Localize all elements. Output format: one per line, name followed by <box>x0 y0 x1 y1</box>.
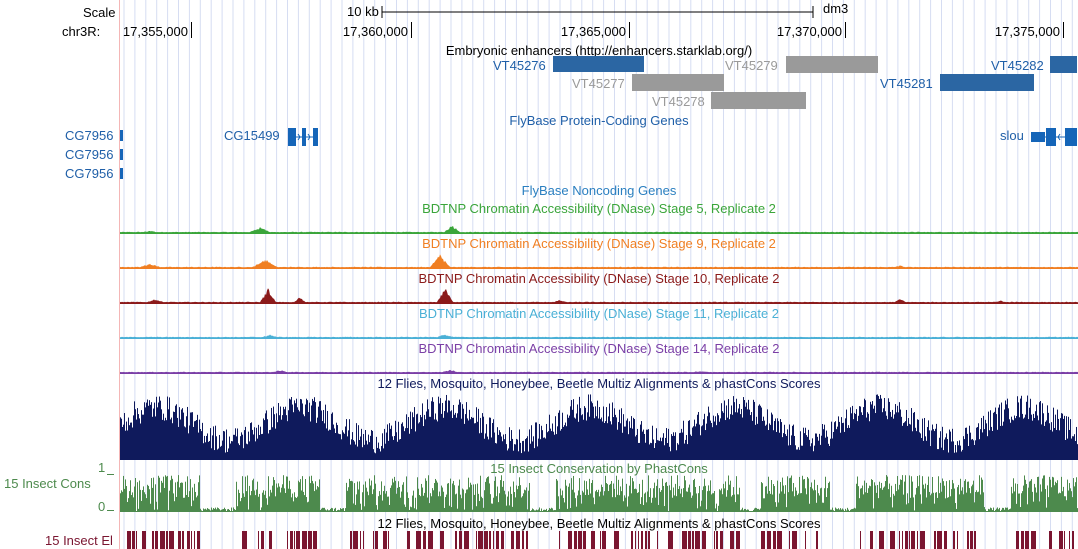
phastcons-signal[interactable] <box>120 474 1078 512</box>
assembly-label: dm3 <box>823 1 849 16</box>
multiz-track-title[interactable]: 12 Flies, Mosquito, Honeybee, Beetle Mul… <box>377 376 821 391</box>
enhancer-vt45278-label[interactable]: VT45278 <box>652 94 705 109</box>
ruler-position-1: 17,355,000 <box>122 24 188 39</box>
enhancer-vt45282[interactable] <box>1050 56 1077 73</box>
ruler-position-4: 17,370,000 <box>776 24 842 39</box>
phastcons-ymin: 0 <box>98 499 106 514</box>
gene-cg7956-feature[interactable] <box>120 168 123 179</box>
dnase-stage5-signal[interactable] <box>120 216 1078 234</box>
dnase-stage5-title[interactable]: BDTNP Chromatin Accessibility (DNase) St… <box>422 201 776 216</box>
gene-cg7956-label[interactable]: CG7956 <box>65 147 114 162</box>
phastcons-track-title[interactable]: 15 Insect Conservation by PhastCons <box>490 461 708 476</box>
dnase-stage14-title[interactable]: BDTNP Chromatin Accessibility (DNase) St… <box>418 341 780 356</box>
elements-track-title[interactable]: 12 Flies, Mosquito, Honeybee, Beetle Mul… <box>377 516 821 531</box>
ruler-tick-5 <box>1063 22 1064 38</box>
enhancers-track-title[interactable]: Embryonic enhancers (http://enhancers.st… <box>445 43 753 58</box>
ruler-tick-3 <box>629 22 630 38</box>
gene-cg7956-label[interactable]: CG7956 <box>65 128 114 143</box>
gene-slou-feature[interactable] <box>1030 127 1078 147</box>
enhancer-vt45282-label[interactable]: VT45282 <box>991 58 1044 73</box>
ruler-tick-4 <box>845 22 846 38</box>
multiz-conservation-signal[interactable] <box>120 392 1078 460</box>
dnase-stage14-signal[interactable] <box>120 356 1078 374</box>
flybase-coding-track-title[interactable]: FlyBase Protein-Coding Genes <box>509 113 689 128</box>
enhancer-vt45276-label[interactable]: VT45276 <box>493 58 546 73</box>
dnase-stage9-signal[interactable] <box>120 251 1078 269</box>
enhancer-vt45277[interactable] <box>632 74 724 91</box>
ruler-tick-2 <box>411 22 412 38</box>
dnase-stage11-title[interactable]: BDTNP Chromatin Accessibility (DNase) St… <box>418 306 780 321</box>
flybase-noncoding-track-title[interactable]: FlyBase Noncoding Genes <box>521 183 677 198</box>
conserved-elements-signal[interactable] <box>120 531 1078 549</box>
ruler-position-2: 17,360,000 <box>342 24 408 39</box>
enhancer-vt45277-label[interactable]: VT45277 <box>572 76 625 91</box>
ruler-position-5: 17,375,000 <box>994 24 1060 39</box>
gene-slou-label[interactable]: slou <box>1000 128 1024 143</box>
dnase-stage9-title[interactable]: BDTNP Chromatin Accessibility (DNase) St… <box>422 236 776 251</box>
chrom-label: chr3R: <box>62 24 101 39</box>
dnase-stage10-signal[interactable] <box>120 286 1078 304</box>
ruler-tick-1 <box>191 22 192 38</box>
elements-side-label[interactable]: 15 Insect El <box>45 533 113 548</box>
left-margin-line <box>119 0 120 549</box>
gene-cg7956-label[interactable]: CG7956 <box>65 166 114 181</box>
phastcons-ymax: 1 <box>98 460 106 475</box>
ruler-position-3: 17,365,000 <box>560 24 626 39</box>
phastcons-ymax-tick <box>107 474 114 475</box>
enhancer-vt45278[interactable] <box>711 92 806 109</box>
dnase-stage11-signal[interactable] <box>120 321 1078 339</box>
gene-cg7956-feature[interactable] <box>120 130 123 141</box>
phastcons-ymin-tick <box>107 510 114 511</box>
enhancer-vt45276[interactable] <box>553 56 644 72</box>
gene-cg15499-feature[interactable] <box>286 127 320 147</box>
gene-cg7956-feature[interactable] <box>120 149 123 160</box>
gene-cg15499-label[interactable]: CG15499 <box>224 128 280 143</box>
enhancer-vt45281[interactable] <box>940 74 1034 91</box>
phastcons-side-label[interactable]: 15 Insect Cons <box>4 476 91 491</box>
scale-bar <box>381 6 814 18</box>
enhancer-vt45281-label[interactable]: VT45281 <box>880 76 933 91</box>
enhancer-vt45279[interactable] <box>786 56 878 73</box>
dnase-stage10-title[interactable]: BDTNP Chromatin Accessibility (DNase) St… <box>418 271 780 286</box>
scale-bar-value: 10 kb <box>347 4 379 19</box>
enhancer-vt45279-label[interactable]: VT45279 <box>725 58 778 73</box>
scale-label: Scale <box>83 5 116 20</box>
